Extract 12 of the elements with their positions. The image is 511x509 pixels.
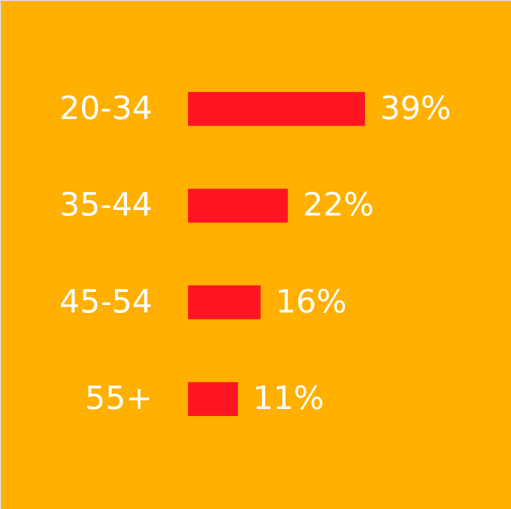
y-tick-label: 45-54 — [60, 282, 152, 320]
bar — [188, 188, 288, 223]
y-tick-label: 20-34 — [60, 88, 152, 127]
bar — [188, 382, 238, 416]
bar — [188, 285, 261, 320]
data-label: 11% — [252, 379, 324, 418]
y-tick-label: 35-44 — [60, 186, 152, 224]
data-label: 22% — [302, 186, 374, 224]
bar — [188, 92, 365, 126]
data-label: 39% — [380, 88, 452, 127]
data-label: 16% — [276, 282, 347, 320]
y-tick-label: 55+ — [84, 379, 152, 418]
